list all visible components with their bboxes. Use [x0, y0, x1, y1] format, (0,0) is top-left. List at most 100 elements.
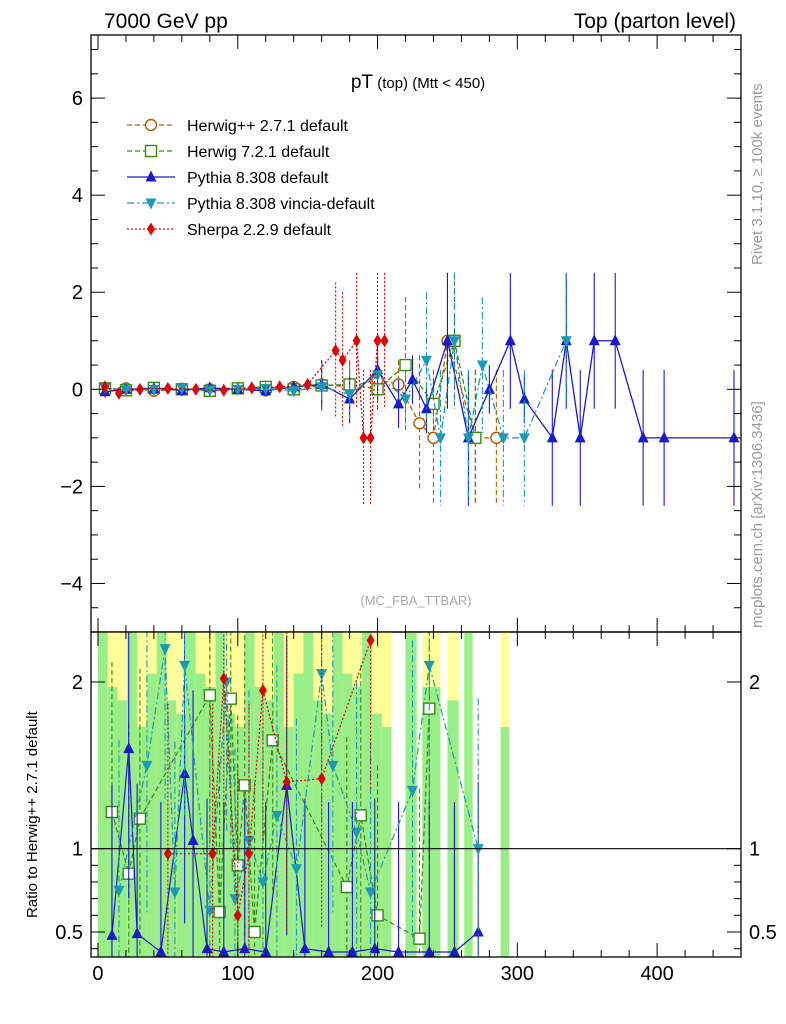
plot-title: pT (top) (Mtt < 450)	[351, 72, 485, 93]
uncertainty-band-green	[464, 632, 473, 957]
uncertainty-band-green	[244, 632, 255, 957]
data-point	[352, 334, 361, 348]
ratio-data-point	[365, 887, 377, 899]
uncertainty-band-green	[283, 727, 294, 957]
uncertainty-band-green	[264, 700, 275, 957]
ratio-y-tick-label-right: 2	[749, 672, 760, 694]
ratio-data-point	[169, 887, 181, 899]
ratio-plot-frame	[90, 631, 742, 958]
legend-label: Pythia 8.308 vincia-default	[187, 196, 375, 213]
ratio-series-layer	[105, 632, 484, 957]
data-point	[504, 334, 516, 346]
ratio-y-axis-label: Ratio to Herwig++ 2.7.1 default	[24, 710, 41, 918]
ratio-data-point	[257, 877, 269, 889]
legend-swatch-marker	[145, 198, 157, 210]
data-point	[476, 360, 488, 372]
ratio-data-point	[229, 894, 241, 906]
main-y-tick-label: 2	[72, 282, 83, 304]
ratio-data-point	[258, 683, 267, 697]
data-point	[359, 431, 368, 445]
ratio-y-tick-label-right: 1	[749, 839, 760, 861]
data-point	[260, 383, 272, 395]
data-point	[483, 382, 495, 394]
uncertainty-band-green	[371, 713, 382, 957]
main-series-layer	[98, 272, 740, 506]
ratio-data-point	[239, 942, 251, 954]
ratio-data-point	[244, 847, 253, 861]
ratio-data-point	[238, 779, 251, 792]
ratio-data-point	[266, 734, 279, 747]
ratio-data-point	[327, 760, 339, 772]
data-point	[637, 431, 649, 443]
ratio-axes: 0.5 0.5 1 1 2 2 0 100 200 300 400	[55, 632, 777, 985]
data-point	[588, 334, 600, 346]
data-point	[148, 384, 160, 396]
data-point	[420, 355, 432, 367]
data-point	[448, 336, 460, 348]
uncertainty-band-green	[166, 700, 177, 957]
x-tick-label: 0	[92, 963, 103, 985]
data-point	[366, 431, 375, 445]
data-point	[247, 381, 256, 395]
uncertainty-band-green	[156, 632, 167, 957]
ratio-data-point	[163, 847, 172, 861]
data-point	[518, 433, 530, 445]
data-point	[204, 385, 216, 397]
ratio-data-point	[299, 942, 311, 954]
uncertainty-band-green	[447, 700, 459, 957]
ratio-data-point	[141, 760, 153, 772]
main-axes: −4 −2 0 2 4 6	[60, 35, 741, 633]
uncertainty-band-green	[352, 687, 363, 957]
uncertainty-band-green	[215, 632, 226, 957]
data-point	[344, 389, 356, 401]
legend-swatch-marker	[144, 118, 158, 132]
legend-swatch-marker	[147, 222, 155, 236]
data-point	[434, 433, 446, 445]
mcplots-source-label: mcplots.cern.ch [arXiv:1306.3436]	[749, 401, 766, 628]
data-point	[100, 380, 109, 394]
ratio-uncertainty-bands	[97, 632, 509, 957]
uncertainty-band-green	[332, 632, 343, 957]
rivet-version-label: Rivet 3.1.10, ≥ 100k events	[749, 83, 766, 265]
ratio-data-point	[423, 660, 435, 672]
ratio-y-tick-label: 1	[72, 839, 83, 861]
ratio-data-point	[423, 945, 435, 957]
ratio-series-sherpa-2-2-9-default	[163, 632, 375, 957]
ratio-data-point	[123, 742, 135, 754]
legend-label: Herwig 7.2.1 default	[187, 144, 330, 161]
legend-item-pythia-8-308-default: Pythia 8.308 default	[127, 170, 329, 187]
legend-label: Sherpa 2.2.9 default	[187, 222, 332, 239]
data-point	[399, 358, 412, 372]
data-point	[114, 386, 123, 400]
series-pythia-8-308-vincia-default	[99, 272, 572, 506]
ratio-data-point	[218, 945, 230, 957]
uncertainty-band-green	[146, 673, 157, 957]
data-point	[400, 394, 412, 406]
data-point	[275, 380, 284, 394]
ratio-data-point	[407, 785, 419, 797]
x-tick-label: 300	[501, 963, 534, 985]
x-tick-label: 400	[640, 963, 673, 985]
legend-item-pythia-8-308-vincia-default: Pythia 8.308 vincia-default	[127, 196, 375, 213]
data-point	[288, 386, 300, 398]
data-point	[380, 334, 389, 348]
ratio-y-tick-label: 0.5	[55, 922, 83, 944]
ratio-data-point	[219, 672, 228, 686]
uncertainty-band-green	[293, 673, 304, 957]
uncertainty-band-green	[254, 687, 265, 957]
ratio-data-point	[213, 905, 226, 919]
data-point	[219, 383, 228, 397]
uncertainty-band-green	[137, 727, 147, 957]
ratio-data-point	[393, 945, 405, 957]
data-point	[497, 433, 509, 445]
ratio-y-tick-label: 2	[72, 672, 83, 694]
data-point	[331, 343, 340, 357]
data-point	[316, 382, 328, 394]
uncertainty-band-green	[127, 632, 138, 957]
data-point	[373, 334, 382, 348]
ratio-data-point	[187, 833, 199, 845]
data-point	[120, 385, 132, 397]
ratio-data-point	[366, 633, 375, 647]
ratio-data-point	[317, 772, 326, 786]
uncertainty-band-green	[303, 632, 314, 957]
